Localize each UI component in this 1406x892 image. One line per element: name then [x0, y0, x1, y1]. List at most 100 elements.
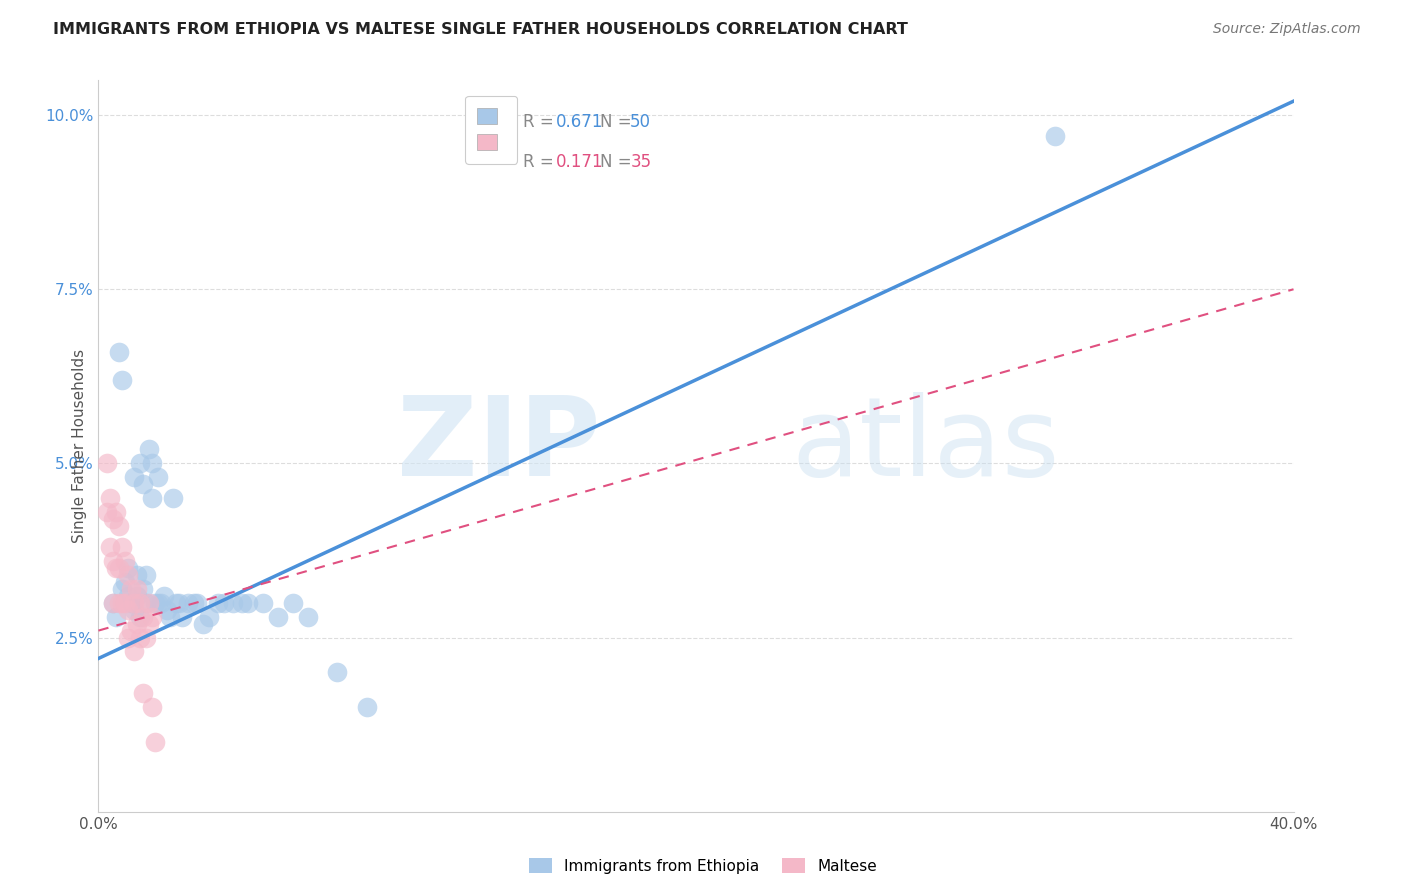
Point	[172, 609, 194, 624]
Point	[124, 603, 146, 617]
Point	[124, 596, 146, 610]
Text: N =: N =	[600, 153, 637, 171]
Point	[127, 582, 149, 596]
Point	[103, 512, 125, 526]
Text: 35: 35	[630, 153, 651, 171]
Point	[103, 596, 125, 610]
Point	[177, 596, 200, 610]
Point	[167, 596, 190, 610]
Point	[132, 582, 155, 596]
Text: IMMIGRANTS FROM ETHIOPIA VS MALTESE SINGLE FATHER HOUSEHOLDS CORRELATION CHART: IMMIGRANTS FROM ETHIOPIA VS MALTESE SING…	[53, 22, 908, 37]
Text: N =: N =	[600, 113, 637, 131]
Legend: , : ,	[465, 96, 517, 163]
Point	[111, 373, 134, 387]
Point	[236, 596, 259, 610]
Point	[150, 596, 173, 610]
Point	[111, 540, 134, 554]
Point	[141, 491, 163, 506]
Point	[129, 631, 152, 645]
Point	[105, 561, 128, 575]
Point	[117, 589, 139, 603]
Point	[138, 442, 160, 457]
Point	[105, 505, 128, 519]
Point	[141, 700, 163, 714]
Point	[1043, 128, 1066, 143]
Text: 0.171: 0.171	[557, 153, 603, 171]
Point	[281, 596, 304, 610]
Text: atlas: atlas	[792, 392, 1060, 500]
Point	[129, 596, 152, 610]
Point	[108, 519, 131, 533]
Point	[114, 554, 136, 568]
Point	[162, 491, 184, 506]
Point	[98, 540, 122, 554]
Point	[143, 735, 166, 749]
Point	[326, 665, 349, 680]
Point	[148, 596, 170, 610]
Point	[129, 457, 152, 471]
Point	[117, 567, 139, 582]
Point	[135, 631, 157, 645]
Point	[114, 574, 136, 589]
Y-axis label: Single Father Households: Single Father Households	[72, 349, 87, 543]
Point	[111, 596, 134, 610]
Text: R =: R =	[523, 153, 558, 171]
Point	[108, 596, 131, 610]
Point	[156, 603, 179, 617]
Point	[108, 345, 131, 359]
Legend: Immigrants from Ethiopia, Maltese: Immigrants from Ethiopia, Maltese	[523, 852, 883, 880]
Point	[127, 616, 149, 631]
Text: R =: R =	[523, 113, 558, 131]
Point	[138, 616, 160, 631]
Point	[117, 631, 139, 645]
Point	[103, 596, 125, 610]
Point	[212, 596, 235, 610]
Point	[132, 477, 155, 491]
Point	[191, 616, 214, 631]
Point	[103, 554, 125, 568]
Point	[186, 596, 208, 610]
Point	[207, 596, 229, 610]
Point	[132, 686, 155, 700]
Point	[108, 561, 131, 575]
Point	[356, 700, 378, 714]
Point	[141, 457, 163, 471]
Point	[183, 596, 205, 610]
Point	[153, 589, 176, 603]
Point	[159, 609, 181, 624]
Point	[138, 596, 160, 610]
Point	[198, 609, 221, 624]
Point	[267, 609, 290, 624]
Text: Source: ZipAtlas.com: Source: ZipAtlas.com	[1213, 22, 1361, 37]
Text: 50: 50	[630, 113, 651, 131]
Point	[96, 505, 118, 519]
Point	[127, 589, 149, 603]
Point	[127, 567, 149, 582]
Point	[124, 644, 146, 658]
Point	[252, 596, 274, 610]
Point	[111, 582, 134, 596]
Point	[148, 470, 170, 484]
Point	[143, 596, 166, 610]
Point	[96, 457, 118, 471]
Point	[117, 603, 139, 617]
Point	[165, 596, 187, 610]
Text: 0.671: 0.671	[557, 113, 603, 131]
Point	[98, 491, 122, 506]
Point	[117, 561, 139, 575]
Point	[124, 470, 146, 484]
Point	[132, 609, 155, 624]
Point	[120, 582, 142, 596]
Point	[120, 624, 142, 638]
Point	[135, 596, 157, 610]
Point	[120, 596, 142, 610]
Point	[222, 596, 245, 610]
Point	[114, 596, 136, 610]
Point	[135, 567, 157, 582]
Text: ZIP: ZIP	[396, 392, 600, 500]
Point	[105, 609, 128, 624]
Point	[297, 609, 319, 624]
Point	[141, 609, 163, 624]
Point	[129, 609, 152, 624]
Point	[231, 596, 253, 610]
